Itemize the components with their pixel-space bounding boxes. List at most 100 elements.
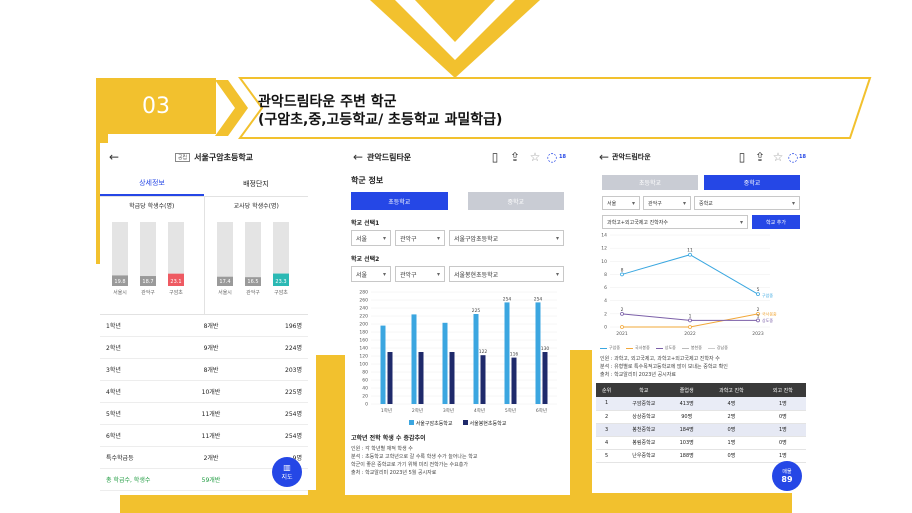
- map-fab[interactable]: ▥ 지도: [272, 457, 302, 487]
- middle-school-panel: ← 관악드림타운 ▯ ⇪ ☆ ◌ 18 초등학교 중학교 서울 ▾ 관악구 ▾ 중학…: [592, 143, 810, 493]
- select1-label: 학교 선택1: [351, 220, 380, 227]
- table-cell: 상상중학교: [617, 410, 671, 424]
- select1-district[interactable]: 관악구 ▾: [395, 230, 445, 246]
- note-line: 분석 : 초등학교 고학년으로 갈 수록 학생 수가 늘어나는 학교: [351, 454, 478, 460]
- bar-data-label: 116: [510, 352, 519, 358]
- select2-school-value: 서울봉현초등학교: [454, 271, 499, 279]
- legend-label: 구암중: [609, 345, 621, 350]
- table-row[interactable]: 3 봉천중학교 184명 0명 1명: [596, 423, 806, 437]
- book-icon[interactable]: ▯: [738, 150, 746, 164]
- bar: [473, 314, 479, 404]
- table-cell: 1명: [703, 436, 760, 450]
- series-point: [688, 252, 692, 257]
- y-tick-label: 220: [359, 314, 368, 320]
- tab-middle[interactable]: 중학교: [704, 175, 800, 190]
- select1-school[interactable]: 서울구암초등학교 ▾: [449, 230, 564, 246]
- series-end-label: 구암중: [762, 292, 773, 298]
- map-icon: ▥: [283, 463, 291, 472]
- bar-data-label: 130: [541, 346, 550, 352]
- bar-category-label: 서울시: [113, 289, 127, 296]
- note-lines: 인원 : 각 학년별 재적 학생 수 분석 : 초등학교 고학년으로 갈 수록 학…: [345, 445, 570, 477]
- y-tick-label: 4: [604, 298, 607, 304]
- header-title-line2: (구암초,중,고등학교/ 초등학교 과밀학급): [258, 112, 503, 128]
- ranking-table: 순위 학교 졸업생 과학고 진학 외고 진학 1 구암중학교 413명 4명 1명 2 상상중학교 9…: [596, 383, 806, 463]
- chevron-down-icon: ▾: [382, 270, 386, 278]
- series-end-label: 국사봉중: [762, 310, 777, 316]
- bar-category-label: 구암초: [274, 289, 288, 296]
- x-tick-label: 2021: [616, 331, 628, 337]
- chat-badge: 18: [559, 154, 566, 160]
- select2-region[interactable]: 서울 ▾: [351, 266, 391, 282]
- tab-elementary[interactable]: 초등학교: [602, 175, 698, 190]
- table-row[interactable]: 2 상상중학교 90명 2명 0명: [596, 410, 806, 424]
- bar-value-fill: [216, 276, 233, 286]
- bar: [511, 357, 517, 404]
- chevron-down-icon: ▾: [739, 218, 743, 226]
- point-data-label: 1: [689, 313, 692, 319]
- tab-elementary[interactable]: 초등학교: [351, 192, 448, 210]
- tab-middle[interactable]: 중학교: [467, 192, 564, 210]
- bar-track: [244, 222, 261, 286]
- select-district-value: 관악구: [648, 200, 662, 207]
- series-point: [620, 325, 624, 329]
- x-tick-label: 5학년: [505, 407, 516, 414]
- listing-fab[interactable]: 매물 89: [772, 461, 802, 491]
- bar-value-fill: [168, 273, 184, 286]
- header-title-line1: 관악드림타운 주변 학군: [258, 94, 397, 110]
- grade-cell: 3학년: [106, 367, 121, 374]
- select-region[interactable]: 서울 ▾: [602, 196, 640, 210]
- public-tag: 공립: [174, 152, 191, 162]
- point-data-label: 8: [621, 267, 624, 273]
- back-arrow-icon[interactable]: ←: [352, 150, 364, 164]
- chat-icon[interactable]: ◌: [787, 150, 799, 164]
- grade-cell: 1학년: [106, 323, 121, 330]
- bar-value-label: 19.8: [114, 279, 125, 285]
- y-tick-label: 6: [604, 285, 607, 291]
- tab-assigned[interactable]: 배정단지: [204, 171, 308, 196]
- bar: [535, 302, 541, 404]
- chevron-down-icon: ▾: [682, 199, 686, 207]
- note-line: 분석 : 유형별로 특수목적고등학교에 많이 보내는 중학교 확인: [600, 364, 728, 370]
- grade-table: 1학년 8개반 196명 2학년 9개반 224명 3학년 8개반 203명 4학년 10개반 225…: [100, 315, 308, 469]
- chat-icon[interactable]: ◌: [546, 150, 558, 164]
- back-arrow-icon[interactable]: ←: [108, 150, 120, 164]
- book-icon[interactable]: ▯: [491, 150, 499, 164]
- x-tick-label: 1학년: [381, 407, 392, 414]
- table-cell: 5: [596, 449, 618, 463]
- select-region-value: 서울: [607, 200, 617, 207]
- select-district[interactable]: 관악구 ▾: [643, 196, 691, 210]
- metric-select[interactable]: 과학고+외고국제고 진학자수 ▾: [602, 215, 748, 229]
- tab-detail[interactable]: 상세정보: [100, 171, 204, 196]
- back-arrow-icon[interactable]: ←: [598, 150, 610, 164]
- legend-item: 강남중: [707, 345, 728, 351]
- grade-bar-chart: 0 20 40 60 80 100 120 140 160 180 200 220 240 260 280 1…: [359, 290, 557, 414]
- add-school-button[interactable]: 학교 추가: [752, 215, 800, 229]
- share-icon[interactable]: ⇪: [755, 150, 766, 164]
- series-point: [688, 318, 692, 323]
- table-row[interactable]: 4 봉림중학교 103명 1명 0명: [596, 436, 806, 450]
- bar-value-label: 17.4: [219, 279, 230, 285]
- series-point: [756, 311, 760, 316]
- star-icon[interactable]: ☆: [772, 150, 784, 164]
- table-row[interactable]: 1 구암중학교 413명 4명 1명: [596, 397, 806, 411]
- select-school-type[interactable]: 중학교 ▾: [694, 196, 800, 210]
- y-tick-label: 8: [604, 272, 607, 278]
- table-cell: 1: [596, 397, 618, 411]
- select2-district[interactable]: 관악구 ▾: [395, 266, 445, 282]
- bar-data-label: 254: [503, 296, 512, 302]
- table-row[interactable]: 5 난우중학교 188명 0명 1명: [596, 449, 806, 463]
- select2-school[interactable]: 서울봉현초등학교 ▾: [449, 266, 564, 282]
- column-header: 과학고 진학: [703, 383, 760, 397]
- x-tick-label: 4학년: [474, 407, 485, 414]
- share-icon[interactable]: ⇪: [510, 150, 521, 164]
- legend-item: 상도중: [655, 345, 676, 351]
- star-icon[interactable]: ☆: [529, 150, 541, 164]
- note-line: 출처 : 학교알리미 2023년 5월 공시자료: [351, 470, 437, 476]
- bar: [449, 352, 455, 404]
- total-classes: 59개반: [201, 477, 221, 484]
- table-row: 4학년 10개반 225명: [100, 381, 308, 403]
- select1-region[interactable]: 서울 ▾: [351, 230, 391, 246]
- y-tick-label: 140: [359, 346, 368, 352]
- x-tick-label: 2022: [684, 331, 696, 337]
- series-point: [756, 292, 760, 297]
